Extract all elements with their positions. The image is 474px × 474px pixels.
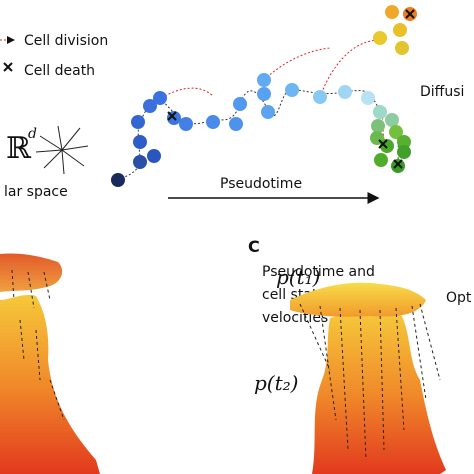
legend: Cell division Cell death (0, 33, 108, 79)
death-cross (167, 111, 177, 121)
space-label: lar space (4, 184, 68, 200)
axis-label: Pseudotime (220, 176, 302, 192)
space-superscript: d (28, 126, 37, 142)
bottom-label: p(t₂) (254, 371, 298, 395)
panel-b-mountain (0, 253, 100, 474)
legend-death: Cell death (24, 63, 95, 79)
space-symbol: ℝ (6, 131, 32, 166)
panel-letter: C (248, 237, 260, 256)
panel-c-right-label: Opt (446, 290, 472, 306)
space-vectors (35, 125, 89, 175)
caption-line: Pseudotime and (262, 264, 375, 280)
top-label: p(t₁) (276, 265, 320, 289)
panel-c-mountain (290, 282, 446, 474)
trajectory (111, 5, 417, 187)
legend-division: Cell division (24, 33, 108, 49)
right-label: Diffusi (420, 84, 464, 100)
death-cross (3, 62, 13, 72)
